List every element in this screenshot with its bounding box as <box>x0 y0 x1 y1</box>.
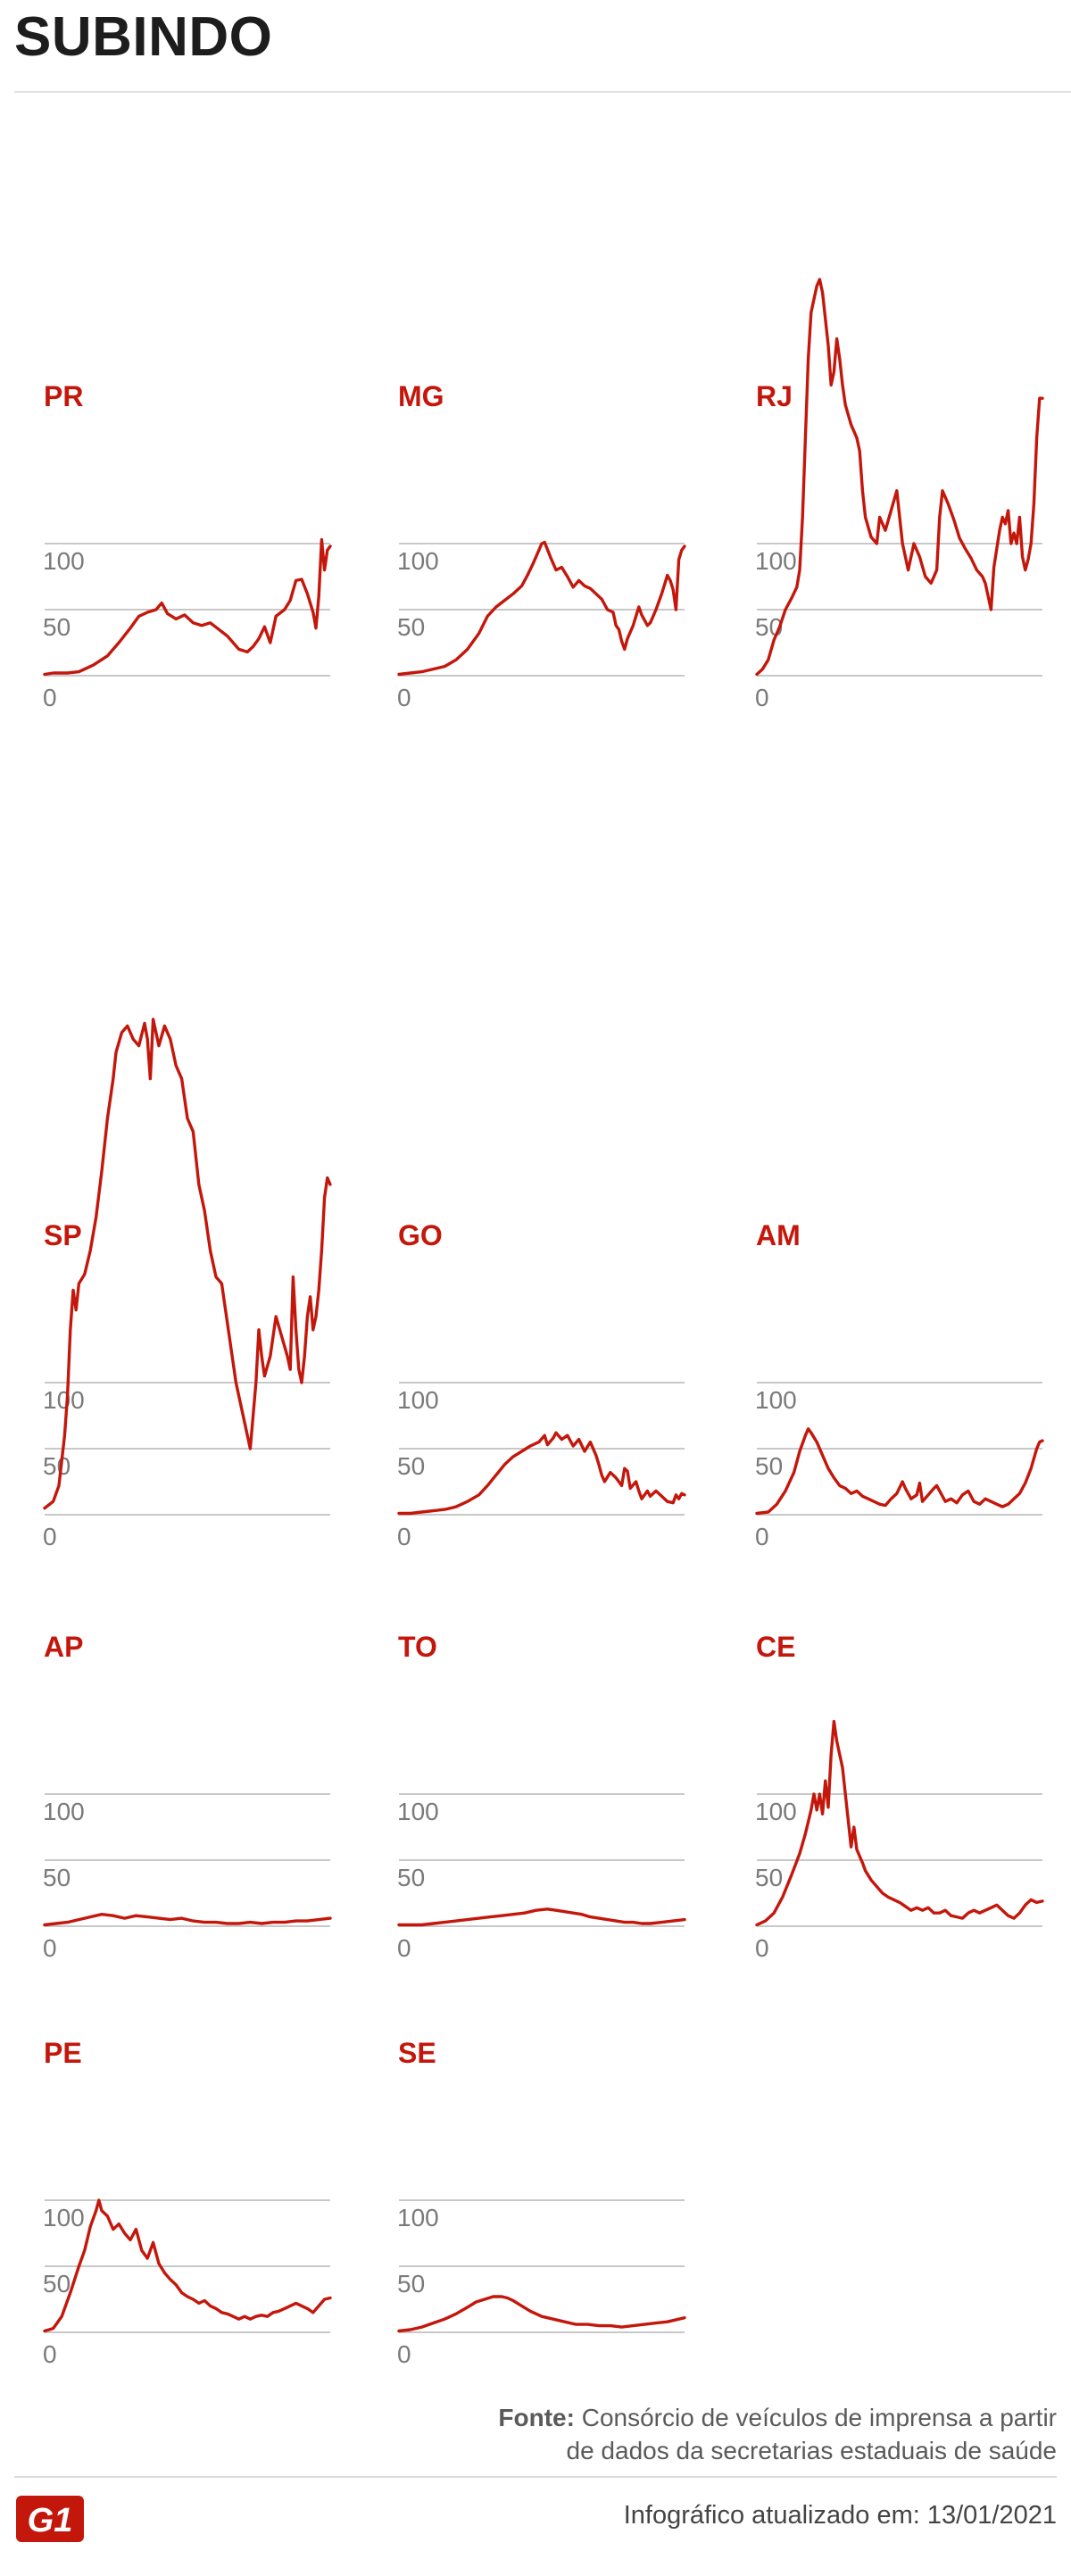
chart-pe: 0 50 100 PE <box>43 2037 332 2368</box>
y-tick-label: 100 <box>397 1386 439 1414</box>
y-tick-label: 100 <box>43 2204 85 2231</box>
source-line-2: de dados da secretarias estaduais de saú… <box>566 2437 1058 2464</box>
y-tick-label: 0 <box>43 1523 57 1550</box>
chart-to: 0 50 100 TO <box>397 1631 686 1962</box>
state-label: SE <box>398 2037 436 2069</box>
g1-logo[interactable]: G1 <box>16 2496 84 2542</box>
chart-mg: 0 50 100 MG <box>397 380 686 711</box>
y-tick-label: 0 <box>397 2340 411 2368</box>
title-divider <box>14 91 1071 93</box>
chart-se: 0 50 100 SE <box>397 2037 686 2368</box>
y-tick-label: 50 <box>397 2270 425 2298</box>
y-tick-label: 0 <box>755 1523 769 1550</box>
source-line-1: Consórcio de veículos de imprensa a part… <box>581 2404 1057 2431</box>
series-line-sp <box>43 1018 332 1510</box>
y-tick-label: 100 <box>397 2204 439 2231</box>
source-note: Fonte: Consórcio de veículos de imprensa… <box>498 2401 1057 2467</box>
chart-ap: 0 50 100 AP <box>43 1631 332 1962</box>
y-tick-label: 100 <box>397 547 439 575</box>
y-tick-label: 50 <box>397 1452 425 1480</box>
g1-logo-text: G1 <box>28 2502 73 2539</box>
y-tick-label: 50 <box>43 613 71 641</box>
y-tick-label: 0 <box>397 1523 411 1550</box>
y-tick-label: 0 <box>43 1934 57 1962</box>
y-tick-label: 0 <box>755 1934 769 1962</box>
state-label: PR <box>44 380 83 412</box>
series-line-ce <box>755 1719 1044 1927</box>
series-line-am <box>755 1427 1044 1516</box>
y-tick-label: 100 <box>755 1798 797 1825</box>
y-tick-label: 100 <box>43 547 85 575</box>
y-tick-label: 50 <box>397 613 425 641</box>
series-line-rj <box>755 278 1044 677</box>
y-tick-label: 50 <box>397 1864 425 1891</box>
series-line-pe <box>43 2198 332 2333</box>
y-tick-label: 100 <box>43 1386 85 1414</box>
chart-pr: 0 50 100 PR <box>43 380 332 711</box>
series-line-mg <box>397 540 686 677</box>
y-tick-label: 50 <box>43 1864 71 1891</box>
chart-sp: 0 50 100 SP <box>43 1018 332 1550</box>
y-tick-label: 0 <box>43 2340 57 2368</box>
state-label: GO <box>398 1219 443 1251</box>
y-tick-label: 0 <box>755 684 769 711</box>
y-tick-label: 0 <box>397 1934 411 1962</box>
y-tick-label: 50 <box>43 2270 71 2298</box>
updated-date: Infográfico atualizado em: 13/01/2021 <box>623 2501 1057 2530</box>
chart-go: 0 50 100 GO <box>397 1219 686 1550</box>
y-tick-label: 100 <box>755 547 797 575</box>
chart-ce: 0 50 100 CE <box>755 1631 1044 1962</box>
y-tick-label: 0 <box>43 684 57 711</box>
page-title: SUBINDO <box>14 6 273 68</box>
y-tick-label: 100 <box>755 1386 797 1414</box>
state-label: AM <box>756 1219 801 1251</box>
state-label: SP <box>44 1219 82 1251</box>
series-line-ap <box>43 1913 332 1927</box>
g1-logo-background <box>16 2496 84 2542</box>
state-label: RJ <box>756 380 793 412</box>
y-tick-label: 50 <box>43 1452 71 1480</box>
source-label: Fonte: <box>498 2404 575 2431</box>
state-label: CE <box>756 1631 795 1663</box>
y-tick-label: 100 <box>43 1798 85 1825</box>
y-tick-label: 100 <box>397 1798 439 1825</box>
series-line-pr <box>43 537 332 677</box>
series-line-go <box>397 1431 686 1516</box>
y-tick-label: 50 <box>755 1864 783 1891</box>
y-tick-label: 50 <box>755 1452 783 1480</box>
y-tick-label: 0 <box>397 684 411 711</box>
state-label: MG <box>398 380 444 412</box>
series-line-se <box>397 2295 686 2333</box>
state-label: TO <box>398 1631 437 1663</box>
state-label: PE <box>44 2037 82 2069</box>
state-label: AP <box>44 1631 83 1663</box>
series-line-to <box>397 1907 686 1927</box>
chart-am: 0 50 100 AM <box>755 1219 1044 1550</box>
footer-divider <box>14 2476 1057 2478</box>
